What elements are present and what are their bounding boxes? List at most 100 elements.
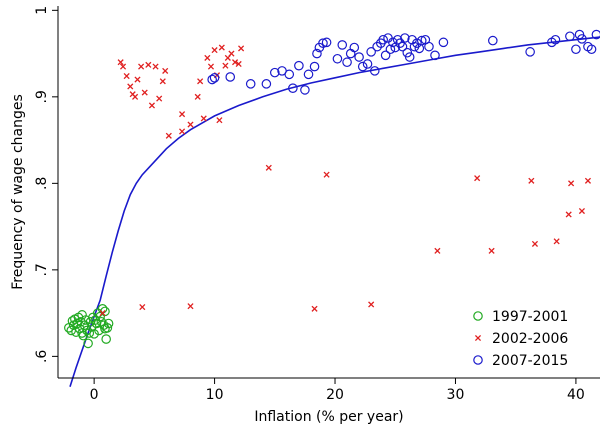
data-point — [404, 52, 415, 62]
data-point — [235, 60, 242, 68]
y-tick-label: .7 — [34, 263, 50, 276]
data-point — [159, 78, 166, 85]
data-point — [354, 52, 364, 62]
data-point — [309, 61, 320, 72]
legend-item: 1997-2001 — [473, 309, 568, 325]
data-point — [204, 54, 211, 61]
data-point — [430, 50, 440, 61]
series-1997-2001 — [64, 303, 114, 349]
data-point — [357, 61, 368, 72]
data-point — [300, 85, 310, 95]
data-point — [337, 40, 348, 50]
data-point — [571, 44, 581, 55]
data-point — [83, 338, 93, 349]
data-point — [412, 38, 422, 48]
data-point — [245, 79, 256, 89]
x-tick-label: 40 — [567, 387, 585, 403]
data-point — [207, 74, 217, 85]
y-tick-label: .8 — [34, 177, 50, 190]
data-point — [577, 34, 587, 44]
data-point — [385, 44, 396, 55]
data-point — [488, 247, 495, 254]
data-point — [584, 177, 592, 184]
data-point — [117, 59, 124, 66]
legend-label: 2007-2015 — [492, 353, 568, 369]
y-tick-label: .6 — [34, 350, 50, 363]
data-point — [311, 305, 318, 312]
data-point — [407, 34, 417, 45]
data-point — [312, 48, 322, 59]
data-point — [89, 329, 99, 339]
data-point — [368, 301, 375, 308]
y-axis-title: Frequency of wage changes — [10, 94, 26, 290]
data-point — [488, 35, 498, 46]
data-point — [228, 50, 235, 57]
data-point — [101, 334, 111, 344]
data-point — [565, 211, 572, 218]
x-tick-label: 0 — [90, 387, 99, 403]
data-point — [94, 325, 104, 336]
data-point — [531, 240, 539, 247]
legend-marker — [473, 355, 483, 365]
x-tick-label: 30 — [447, 387, 465, 403]
data-point — [145, 61, 152, 68]
data-point — [438, 37, 449, 48]
data-point — [162, 67, 169, 74]
data-point — [84, 328, 95, 338]
data-point — [424, 41, 434, 52]
data-point — [397, 41, 408, 52]
legend: 1997-2001 2002-2006 2007-2015 — [473, 309, 568, 369]
data-point — [139, 304, 146, 311]
data-point — [550, 34, 561, 45]
data-point — [152, 63, 159, 70]
data-point — [553, 238, 560, 245]
data-point — [218, 44, 225, 51]
data-point — [194, 93, 201, 100]
legend-item: 2007-2015 — [473, 353, 568, 369]
data-point — [528, 177, 535, 184]
data-point — [565, 31, 575, 42]
data-point — [99, 310, 106, 317]
data-point — [90, 315, 101, 325]
data-point — [123, 73, 130, 80]
fitted-curve — [69, 36, 600, 387]
data-point — [568, 180, 575, 187]
data-point — [400, 33, 410, 43]
data-point — [284, 69, 295, 80]
data-point — [211, 47, 218, 54]
data-point — [238, 45, 245, 52]
data-point — [156, 95, 163, 102]
data-point — [225, 72, 236, 82]
data-point — [265, 164, 272, 171]
data-point — [67, 316, 78, 326]
data-point — [321, 37, 332, 48]
data-point — [362, 59, 373, 69]
data-point — [366, 47, 376, 57]
data-point — [303, 69, 314, 80]
data-point — [434, 247, 441, 254]
y-tick-label: 1 — [34, 6, 50, 15]
data-point — [187, 303, 194, 310]
legend-label: 1997-2001 — [492, 309, 568, 325]
data-point — [141, 89, 148, 96]
data-point — [222, 62, 229, 69]
data-point — [261, 79, 272, 89]
y-tick-label: .9 — [34, 90, 50, 103]
data-point — [591, 29, 600, 40]
data-point — [369, 66, 380, 76]
data-point — [197, 78, 204, 85]
data-point — [318, 38, 328, 48]
x-axis-ticks: 0 10 20 30 40 — [90, 378, 585, 403]
data-point — [178, 111, 186, 118]
data-point — [294, 60, 304, 71]
data-point — [132, 93, 139, 100]
legend-marker — [474, 334, 482, 342]
data-point — [119, 63, 127, 70]
legend-marker — [473, 311, 483, 321]
series-2007-2015 — [207, 29, 600, 95]
plot-area — [64, 29, 600, 387]
data-point — [209, 73, 220, 83]
x-tick-label: 10 — [206, 387, 224, 403]
